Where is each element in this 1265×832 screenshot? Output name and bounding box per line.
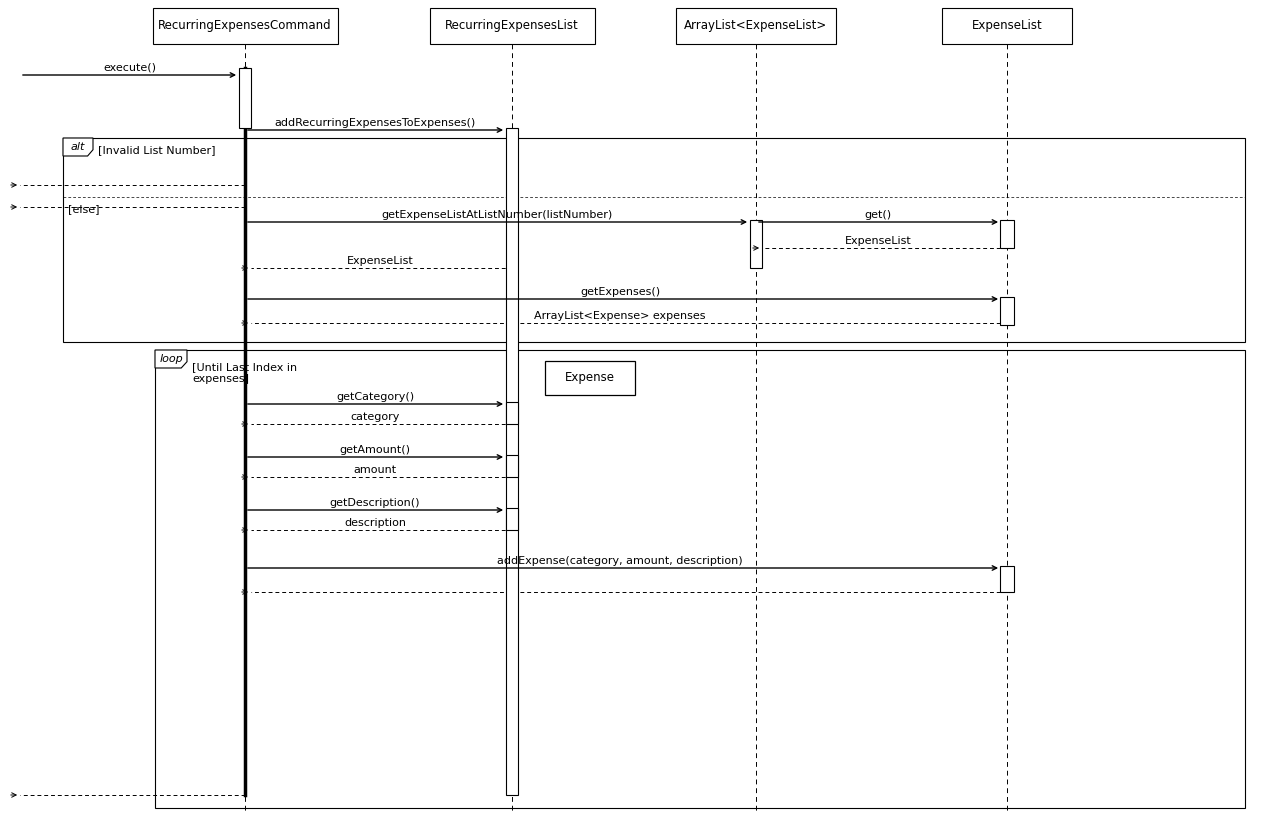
- Text: get(): get(): [864, 210, 892, 220]
- Text: ExpenseList: ExpenseList: [845, 236, 911, 246]
- Text: amount: amount: [353, 465, 396, 475]
- Bar: [1001, 297, 1015, 325]
- Text: loop: loop: [159, 354, 183, 364]
- Text: [Until Last Index in
expenses]: [Until Last Index in expenses]: [192, 362, 297, 384]
- Bar: [506, 508, 517, 530]
- Bar: [506, 402, 517, 424]
- Text: execute(): execute(): [104, 63, 157, 73]
- Bar: [506, 455, 517, 477]
- Bar: [430, 8, 595, 44]
- Text: Expense: Expense: [565, 372, 615, 384]
- Bar: [506, 128, 517, 795]
- Polygon shape: [156, 350, 187, 368]
- Bar: [750, 220, 762, 268]
- Bar: [942, 8, 1071, 44]
- Text: ExpenseList: ExpenseList: [972, 19, 1042, 32]
- Text: getDescription(): getDescription(): [330, 498, 420, 508]
- Polygon shape: [63, 138, 94, 156]
- Text: [Invalid List Number]: [Invalid List Number]: [97, 145, 215, 155]
- Text: getExpenses(): getExpenses(): [579, 287, 660, 297]
- Text: addRecurringExpensesToExpenses(): addRecurringExpensesToExpenses(): [275, 118, 476, 128]
- Text: addExpense(category, amount, description): addExpense(category, amount, description…: [497, 556, 743, 566]
- Bar: [1001, 220, 1015, 248]
- Bar: [545, 361, 635, 395]
- Text: RecurringExpensesList: RecurringExpensesList: [445, 19, 579, 32]
- Text: [else]: [else]: [68, 204, 100, 214]
- Text: alt: alt: [71, 142, 85, 152]
- Text: ArrayList<ExpenseList>: ArrayList<ExpenseList>: [684, 19, 827, 32]
- Text: getAmount(): getAmount(): [339, 445, 411, 455]
- Text: ArrayList<Expense> expenses: ArrayList<Expense> expenses: [534, 311, 706, 321]
- Text: RecurringExpensesCommand: RecurringExpensesCommand: [158, 19, 331, 32]
- Bar: [1001, 566, 1015, 592]
- Bar: [239, 68, 250, 128]
- Text: getExpenseListAtListNumber(listNumber): getExpenseListAtListNumber(listNumber): [381, 210, 612, 220]
- Text: description: description: [344, 518, 406, 528]
- Text: ExpenseList: ExpenseList: [347, 256, 414, 266]
- Bar: [63, 138, 1245, 342]
- Text: getCategory(): getCategory(): [336, 392, 414, 402]
- Bar: [153, 8, 338, 44]
- Bar: [676, 8, 836, 44]
- Bar: [156, 350, 1245, 808]
- Text: category: category: [350, 412, 400, 422]
